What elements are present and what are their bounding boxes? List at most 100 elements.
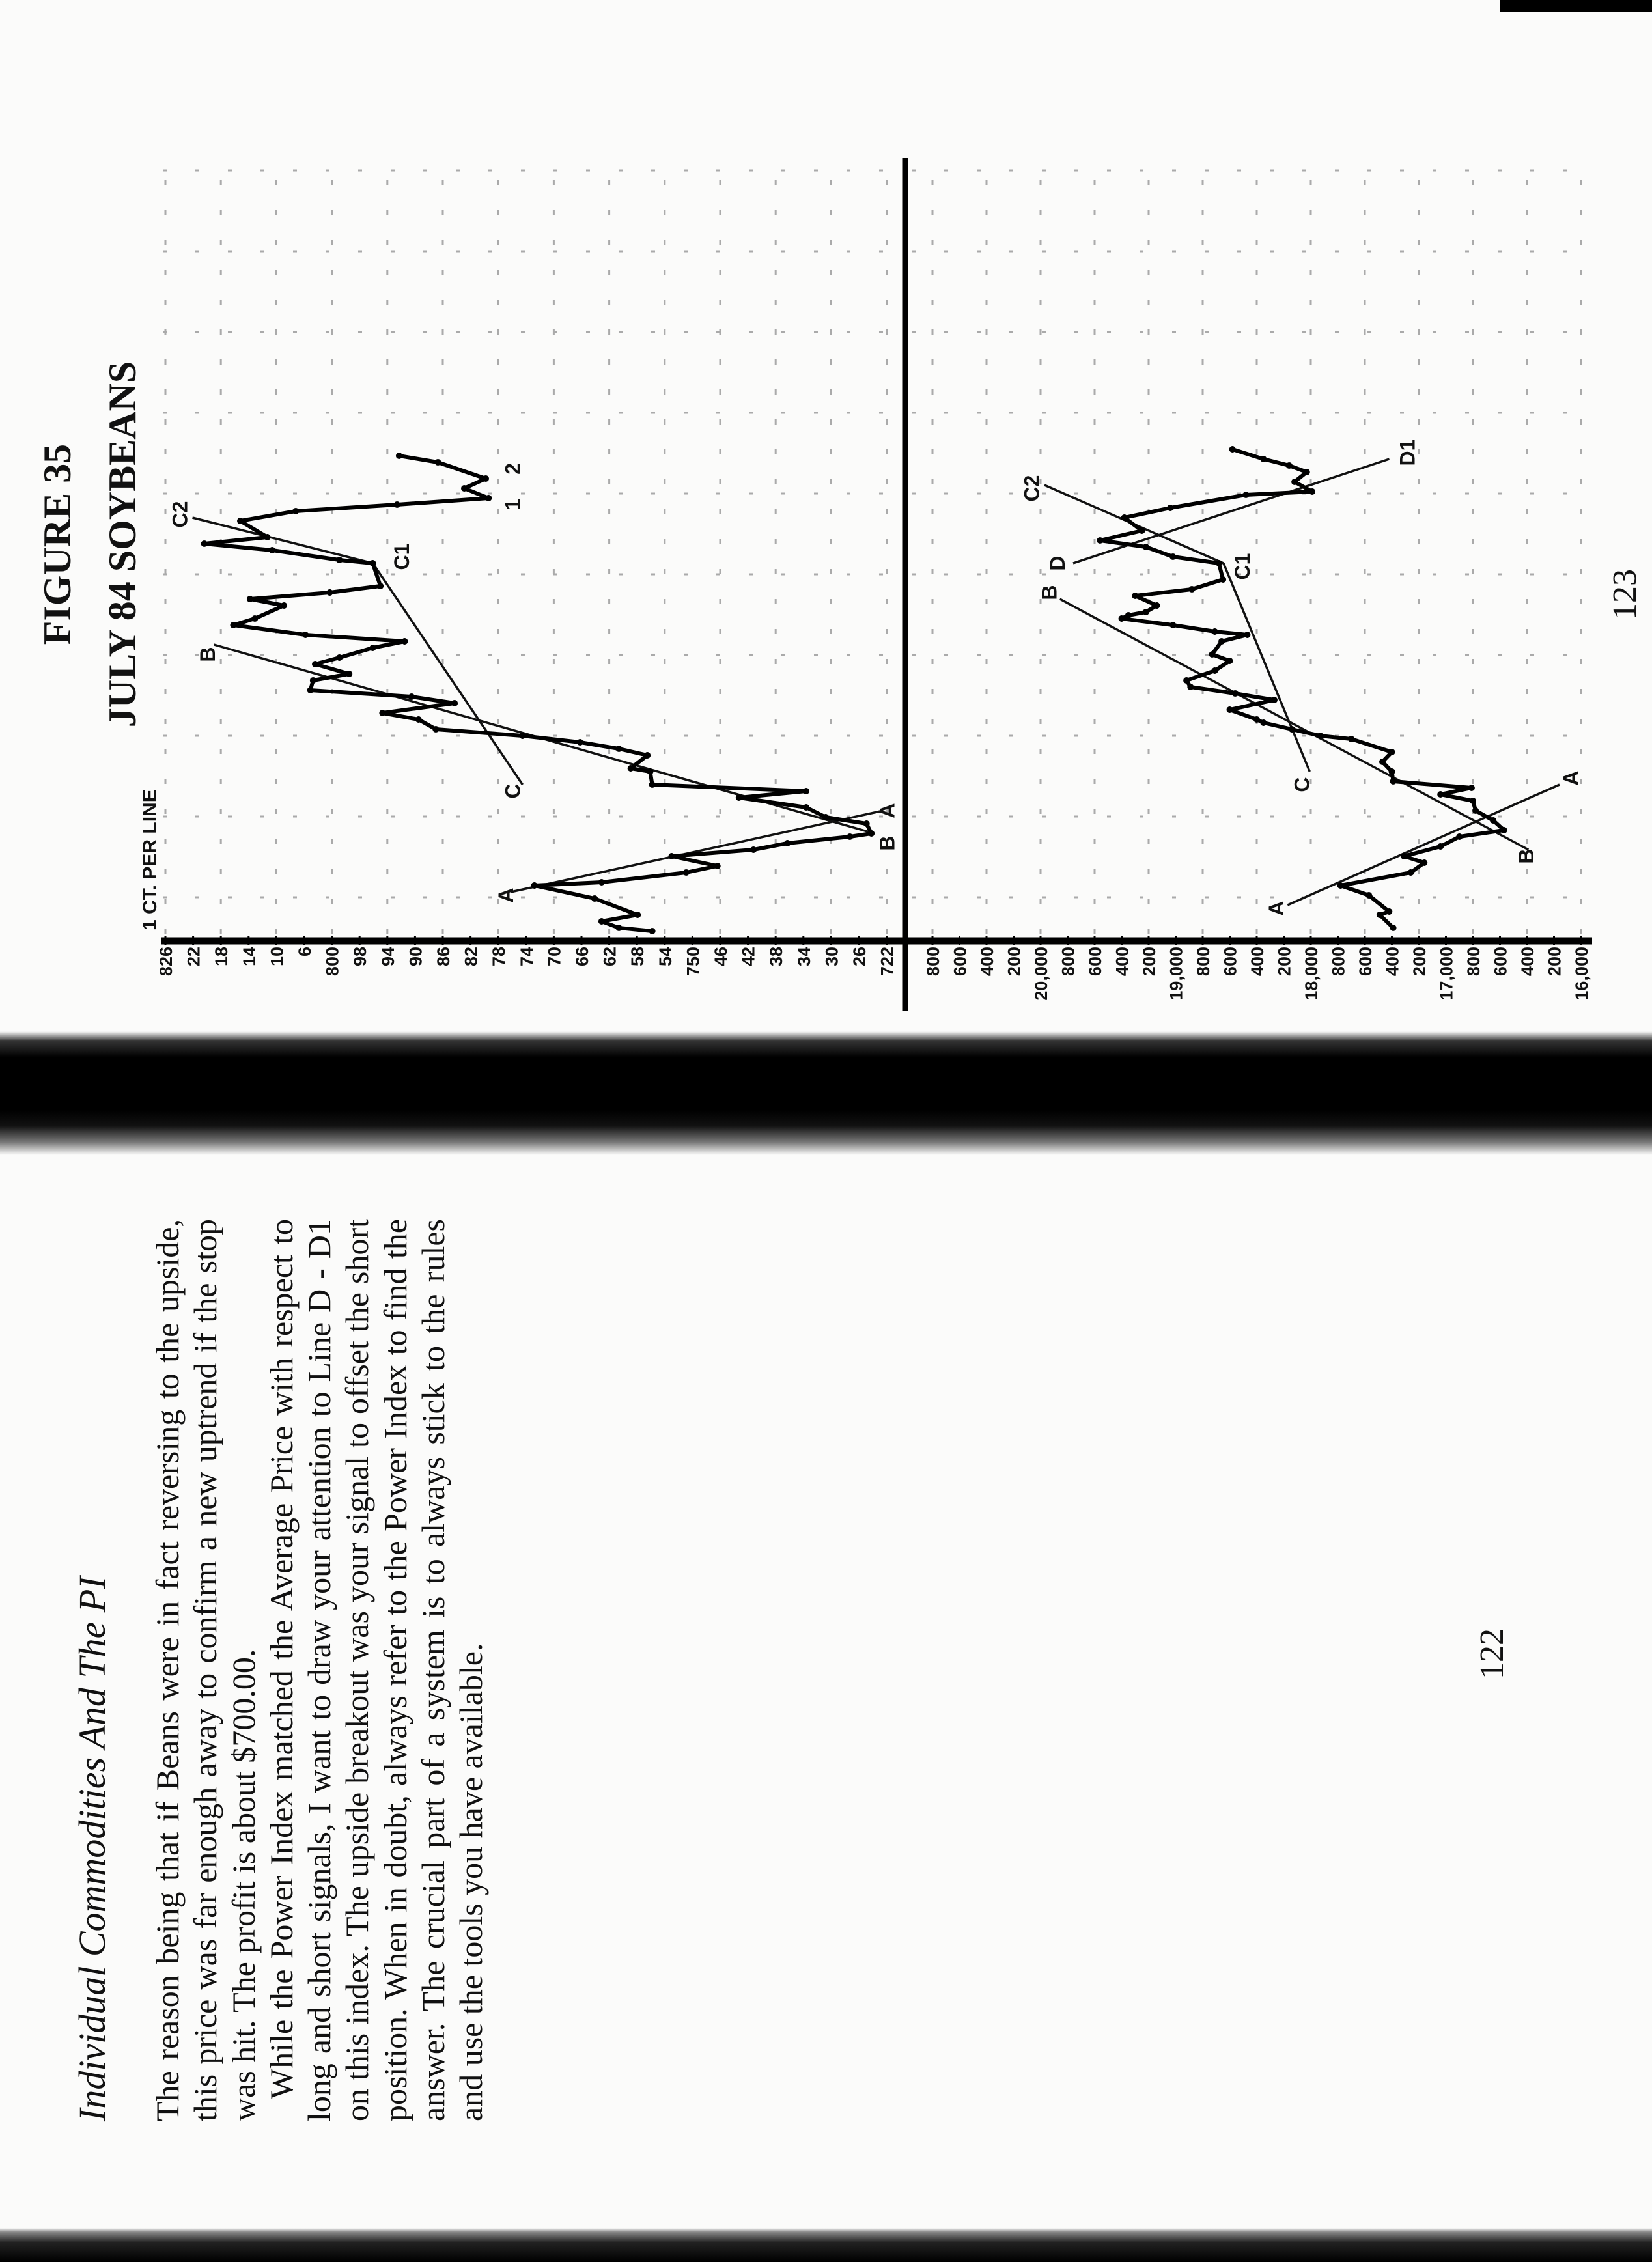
power-index-tick-label: 800 — [1059, 947, 1078, 976]
price-data-point — [379, 710, 386, 716]
power-index-data-point — [1303, 469, 1310, 475]
power-index-tick-label: 400 — [1518, 947, 1537, 976]
price-series-line — [202, 454, 874, 933]
power-index-tick-label: 800 — [1464, 947, 1483, 976]
price-data-point — [784, 840, 791, 846]
price-tick-label: 86 — [434, 947, 453, 966]
price-tick-label: 826 — [156, 947, 176, 976]
power-index-data-point — [1288, 726, 1295, 733]
price-data-point — [432, 726, 440, 733]
price-tick-label: 98 — [350, 947, 370, 966]
power-index-data-point — [1401, 853, 1408, 859]
price-data-point — [309, 677, 316, 684]
price-data-point — [201, 540, 208, 547]
price-data-point — [246, 596, 253, 602]
power-index-data-point — [1468, 785, 1475, 791]
power-index-annotation-label: D1 — [1395, 440, 1419, 466]
power-index-annotation-label: C — [1290, 777, 1313, 792]
price-data-point — [302, 632, 309, 638]
power-index-annotation-label: B — [1515, 848, 1538, 863]
price-data-point — [847, 833, 854, 840]
power-index-data-point — [1242, 492, 1250, 498]
price-data-point — [714, 863, 721, 869]
price-data-point — [634, 912, 641, 918]
power-index-trend-line — [1287, 783, 1560, 906]
power-index-data-point — [1132, 593, 1139, 599]
power-index-data-point — [1097, 537, 1104, 544]
power-index-series-line — [1098, 447, 1506, 930]
price-trend-line — [510, 809, 884, 893]
price-data-point — [346, 671, 353, 677]
power-index-tick-label: 800 — [1329, 947, 1349, 976]
power-index-tick-label: 400 — [977, 947, 997, 976]
price-data-point — [598, 879, 605, 886]
price-data-point — [644, 752, 651, 759]
price-data-point — [519, 733, 526, 739]
price-tick-label: 74 — [517, 947, 537, 966]
price-data-point — [750, 846, 757, 853]
price-annotation-label: A — [494, 887, 518, 902]
power-index-tick-label: 800 — [923, 947, 943, 976]
power-index-data-point — [1153, 602, 1160, 609]
power-index-trend-line — [1072, 458, 1390, 565]
power-index-data-point — [1211, 667, 1218, 674]
price-tick-label: 66 — [572, 947, 592, 966]
power-index-data-point — [1309, 488, 1316, 495]
price-data-point — [735, 794, 742, 801]
power-index-data-point — [1260, 719, 1267, 726]
price-data-point — [415, 716, 422, 723]
price-annotation-label: C — [501, 783, 525, 798]
price-data-point — [377, 583, 384, 589]
power-index-data-point — [1220, 576, 1227, 583]
power-index-trend-line — [1222, 563, 1311, 772]
power-index-data-point — [1470, 798, 1476, 804]
price-data-point — [647, 768, 654, 775]
power-index-tick-label: 600 — [1221, 947, 1240, 976]
power-index-data-point — [1388, 768, 1395, 775]
price-data-point — [682, 869, 690, 876]
power-index-annotation-label: C1 — [1231, 553, 1254, 580]
power-index-data-point — [1226, 658, 1233, 664]
price-data-point — [531, 882, 538, 889]
power-index-tick-label: 200 — [1545, 947, 1565, 976]
power-index-data-point — [1183, 677, 1190, 684]
power-index-data-point — [1285, 462, 1293, 469]
power-index-tick-label: 200 — [1275, 947, 1295, 976]
price-tick-label: 46 — [711, 947, 731, 966]
price-data-point — [369, 560, 376, 566]
power-index-data-point — [1437, 791, 1444, 798]
price-annotation-label: 2 — [501, 463, 525, 475]
price-data-point — [863, 820, 870, 827]
power-index-tick-label: 20,000 — [1031, 947, 1051, 1001]
power-index-tick-label: 600 — [1085, 947, 1105, 976]
price-data-point — [485, 495, 492, 501]
price-data-point — [649, 928, 656, 934]
price-tick-label: 14 — [240, 947, 259, 966]
price-tick-label: 800 — [323, 947, 343, 976]
price-data-point — [393, 501, 400, 508]
price-tick-label: 70 — [544, 947, 564, 966]
price-trend-line — [192, 516, 373, 565]
power-index-tick-label: 200 — [1005, 947, 1024, 976]
power-index-data-point — [1167, 505, 1174, 511]
power-index-annotation-label: B — [1037, 585, 1061, 600]
price-tick-label: 54 — [656, 947, 675, 966]
price-annotation-label: C2 — [168, 501, 191, 528]
price-data-point — [237, 518, 244, 524]
price-tick-label: 42 — [739, 947, 759, 966]
power-index-tick-label: 600 — [1491, 947, 1511, 976]
price-data-point — [451, 700, 458, 706]
power-index-data-point — [1138, 527, 1145, 534]
price-annotation-label: C1 — [390, 544, 413, 570]
power-index-data-point — [1379, 759, 1386, 765]
price-data-point — [264, 534, 271, 540]
power-index-data-point — [1229, 446, 1236, 453]
power-index-data-point — [1390, 925, 1397, 931]
power-index-tick-label: 16,000 — [1572, 947, 1591, 1001]
price-trend-line — [371, 563, 524, 785]
price-tick-label: 94 — [378, 947, 398, 966]
power-index-data-point — [1188, 586, 1196, 593]
price-data-point — [598, 918, 605, 925]
power-index-data-point — [1169, 553, 1177, 560]
